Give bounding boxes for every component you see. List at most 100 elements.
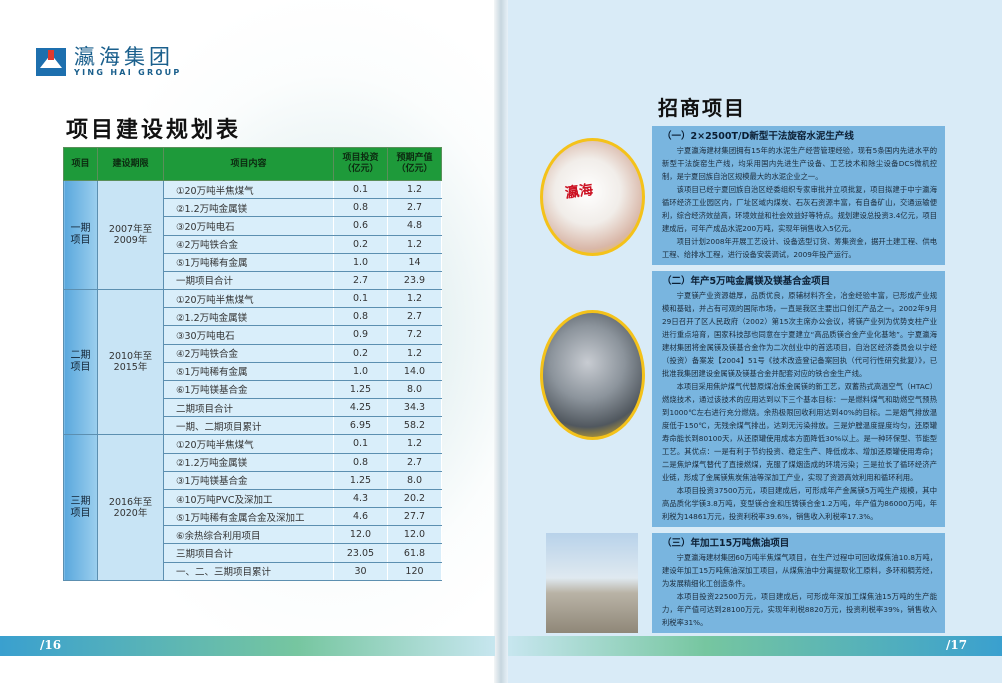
table-row: 一期项目合计 2.7 23.9 [64, 270, 442, 291]
output-value-cell: 27.7 [387, 507, 442, 527]
table-header-cell: 项目投资 （亿元） [333, 147, 388, 181]
project-content-cell: ④2万吨铁合金 [163, 234, 334, 254]
page-number-right: /17 [946, 638, 968, 652]
table-header-cell: 建设期限 [97, 147, 164, 181]
output-value-cell: 2.7 [387, 198, 442, 218]
project-plan-table: 项目 建设期限 项目内容 项目投资 （亿元） 预期产值 （亿元） 一期 项目 2007年至… [63, 147, 442, 581]
investment-cell: 0.1 [333, 434, 388, 454]
footer-bar-left [0, 636, 495, 656]
investment-cell: 1.0 [333, 252, 388, 272]
section-paragraph: 本项目投资37500万元，项目建成后，可形成年产金属镁5万吨生产规模，其中高品质… [662, 486, 937, 521]
investment-cell: 1.25 [333, 470, 388, 490]
section-heading: （二）年产5万吨金属镁及镁基合金项目 [662, 276, 831, 287]
phase-cell: 二期 项目 [63, 289, 98, 436]
investment-cell: 0.2 [333, 343, 388, 363]
project-content-cell: ③20万吨电石 [163, 216, 334, 236]
output-value-cell: 1.2 [387, 179, 442, 200]
project-content-cell: ②1.2万吨金属镁 [163, 452, 334, 472]
output-value-cell: 2.7 [387, 452, 442, 472]
table-row: 一期 项目 2007年至 2009年 ①20万吨半焦煤气 0.1 1.2 [63, 179, 442, 291]
table-row: ④10万吨PVC及深加工 4.3 20.2 [64, 488, 442, 509]
project-content-cell: 一、二、三期项目累计 [163, 561, 334, 581]
project-content-cell: ①20万吨半焦煤气 [163, 179, 334, 200]
table-row: ②1.2万吨金属镁 0.8 2.7 [64, 452, 442, 472]
project-content-cell: ①20万吨半焦煤气 [163, 434, 334, 454]
project-content-cell: ②1.2万吨金属镁 [163, 198, 334, 218]
investment-cell: 6.95 [333, 416, 388, 436]
investment-cell: 0.8 [333, 198, 388, 218]
table-row: 二期项目合计 4.25 34.3 [64, 398, 442, 418]
project-content-cell: ⑥余热综合利用项目 [163, 525, 334, 545]
section-heading: （三）年加工15万吨焦油项目 [662, 538, 790, 549]
project-content-cell: 二期项目合计 [163, 398, 334, 418]
investment-cell: 0.1 [333, 289, 388, 309]
project-content-cell: ①20万吨半焦煤气 [163, 289, 334, 309]
section-magnesium: （二）年产5万吨金属镁及镁基合金项目 宁夏镁产业资源雄厚，品质优良，原辅材料齐全… [652, 271, 945, 527]
bag-label: 瀛海 [564, 182, 595, 202]
investment-cell: 0.8 [333, 452, 388, 472]
table-row: ⑤1万吨稀有金属合金及深加工 4.6 27.7 [64, 507, 442, 527]
investment-cell: 23.05 [333, 543, 388, 563]
project-content-cell: 一期、二期项目累计 [163, 416, 334, 436]
table-header-cell: 预期产值 （亿元） [387, 147, 442, 181]
page-spine [494, 0, 508, 683]
output-value-cell: 1.2 [387, 234, 442, 254]
logo-name-cn: 瀛海集团 [74, 45, 174, 69]
investment-cell: 12.0 [333, 525, 388, 545]
project-content-cell: ⑤1万吨稀有金属 [163, 361, 334, 381]
logo-emblem-icon [36, 47, 66, 76]
cement-bags-photo: 瀛海 [540, 138, 645, 256]
project-content-cell: ③1万吨镁基合金 [163, 470, 334, 490]
table-row: 三期项目合计 23.05 61.8 [64, 543, 442, 563]
output-value-cell: 8.0 [387, 470, 442, 490]
investment-cell: 4.3 [333, 488, 388, 509]
section-paragraph: 项目计划2008年开展工艺设计、设备选型订货、筹集资金，据开土建工程、供电工程、… [662, 237, 937, 259]
investment-cell: 0.1 [333, 179, 388, 200]
investment-sections: （一）2×2500T/D新型干法旋窑水泥生产线 宁夏瀛海建材集团拥有15年的水泥… [652, 126, 945, 633]
section-paragraph: 宁夏瀛海建材集团60万吨半焦煤气项目，在生产过程中可回收煤焦油10.8万吨，建设… [662, 553, 937, 588]
table-row: ⑥余热综合利用项目 12.0 12.0 [64, 525, 442, 545]
table-header-cell: 项目 [63, 147, 98, 181]
table-body: 一期 项目 2007年至 2009年 ①20万吨半焦煤气 0.1 1.2 ②1.2万吨金属… [63, 179, 442, 581]
project-content-cell: ②1.2万吨金属镁 [163, 307, 334, 327]
section-tar-oil: （三）年加工15万吨焦油项目 宁夏瀛海建材集团60万吨半焦煤气项目，在生产过程中… [652, 533, 945, 633]
table-row: 一、二、三期项目累计 30 120 [64, 561, 442, 581]
investment-cell: 0.9 [333, 325, 388, 345]
investment-cell: 1.0 [333, 361, 388, 381]
section-paragraph: 宁夏瀛海建材集团拥有15年的水泥生产经营管理经验，现有5条国内先进水平的新型干法… [662, 146, 937, 181]
table-row: ④2万吨铁合金 0.2 1.2 [64, 234, 442, 254]
output-value-cell: 8.0 [387, 379, 442, 400]
output-value-cell: 4.8 [387, 216, 442, 236]
project-content-cell: ④2万吨铁合金 [163, 343, 334, 363]
page-title-right: 招商项目 [658, 96, 746, 120]
section-paragraph: 宁夏镁产业资源雄厚，品质优良，原辅材料齐全，冶金经验丰富，已形成产业规模和基础，… [662, 291, 937, 378]
logo-name-en: YING HAI GROUP [74, 68, 182, 77]
output-value-cell: 34.3 [387, 398, 442, 418]
investment-cell: 4.25 [333, 398, 388, 418]
section-paragraph: 该项目已经宁夏回族自治区经委组织专家审批并立项批复，项目拟建于中宁瀛海循环经济工… [662, 185, 937, 233]
project-content-cell: ④10万吨PVC及深加工 [163, 488, 334, 509]
footer-bar-right [508, 636, 1002, 656]
table-row: 三期 项目 2016年至 2020年 ①20万吨半焦煤气 0.1 1.2 [63, 434, 442, 581]
section-paragraph: 本项目采用焦炉煤气代替原煤冶炼金属镁的新工艺，双蓄热式高温空气（HTAC）燃烧技… [662, 382, 937, 482]
company-logo: 瀛海集团 YING HAI GROUP [36, 46, 182, 77]
output-value-cell: 1.2 [387, 289, 442, 309]
table-row: ④2万吨铁合金 0.2 1.2 [64, 343, 442, 363]
investment-cell: 0.6 [333, 216, 388, 236]
investment-cell: 0.8 [333, 307, 388, 327]
investment-cell: 30 [333, 561, 388, 581]
output-value-cell: 2.7 [387, 307, 442, 327]
investment-cell: 2.7 [333, 270, 388, 291]
table-row: 一期、二期项目累计 6.95 58.2 [64, 416, 442, 436]
table-header-cell: 项目内容 [163, 147, 334, 181]
output-value-cell: 1.2 [387, 434, 442, 454]
period-cell: 2016年至 2020年 [97, 434, 164, 581]
project-content-cell: ⑤1万吨稀有金属合金及深加工 [163, 507, 334, 527]
project-content-cell: ⑤1万吨稀有金属 [163, 252, 334, 272]
output-value-cell: 58.2 [387, 416, 442, 436]
output-value-cell: 23.9 [387, 270, 442, 291]
period-cell: 2007年至 2009年 [97, 179, 164, 291]
project-content-cell: ⑥1万吨镁基合金 [163, 379, 334, 400]
table-row: 二期 项目 2010年至 2015年 ①20万吨半焦煤气 0.1 1.2 [63, 289, 442, 436]
output-value-cell: 61.8 [387, 543, 442, 563]
